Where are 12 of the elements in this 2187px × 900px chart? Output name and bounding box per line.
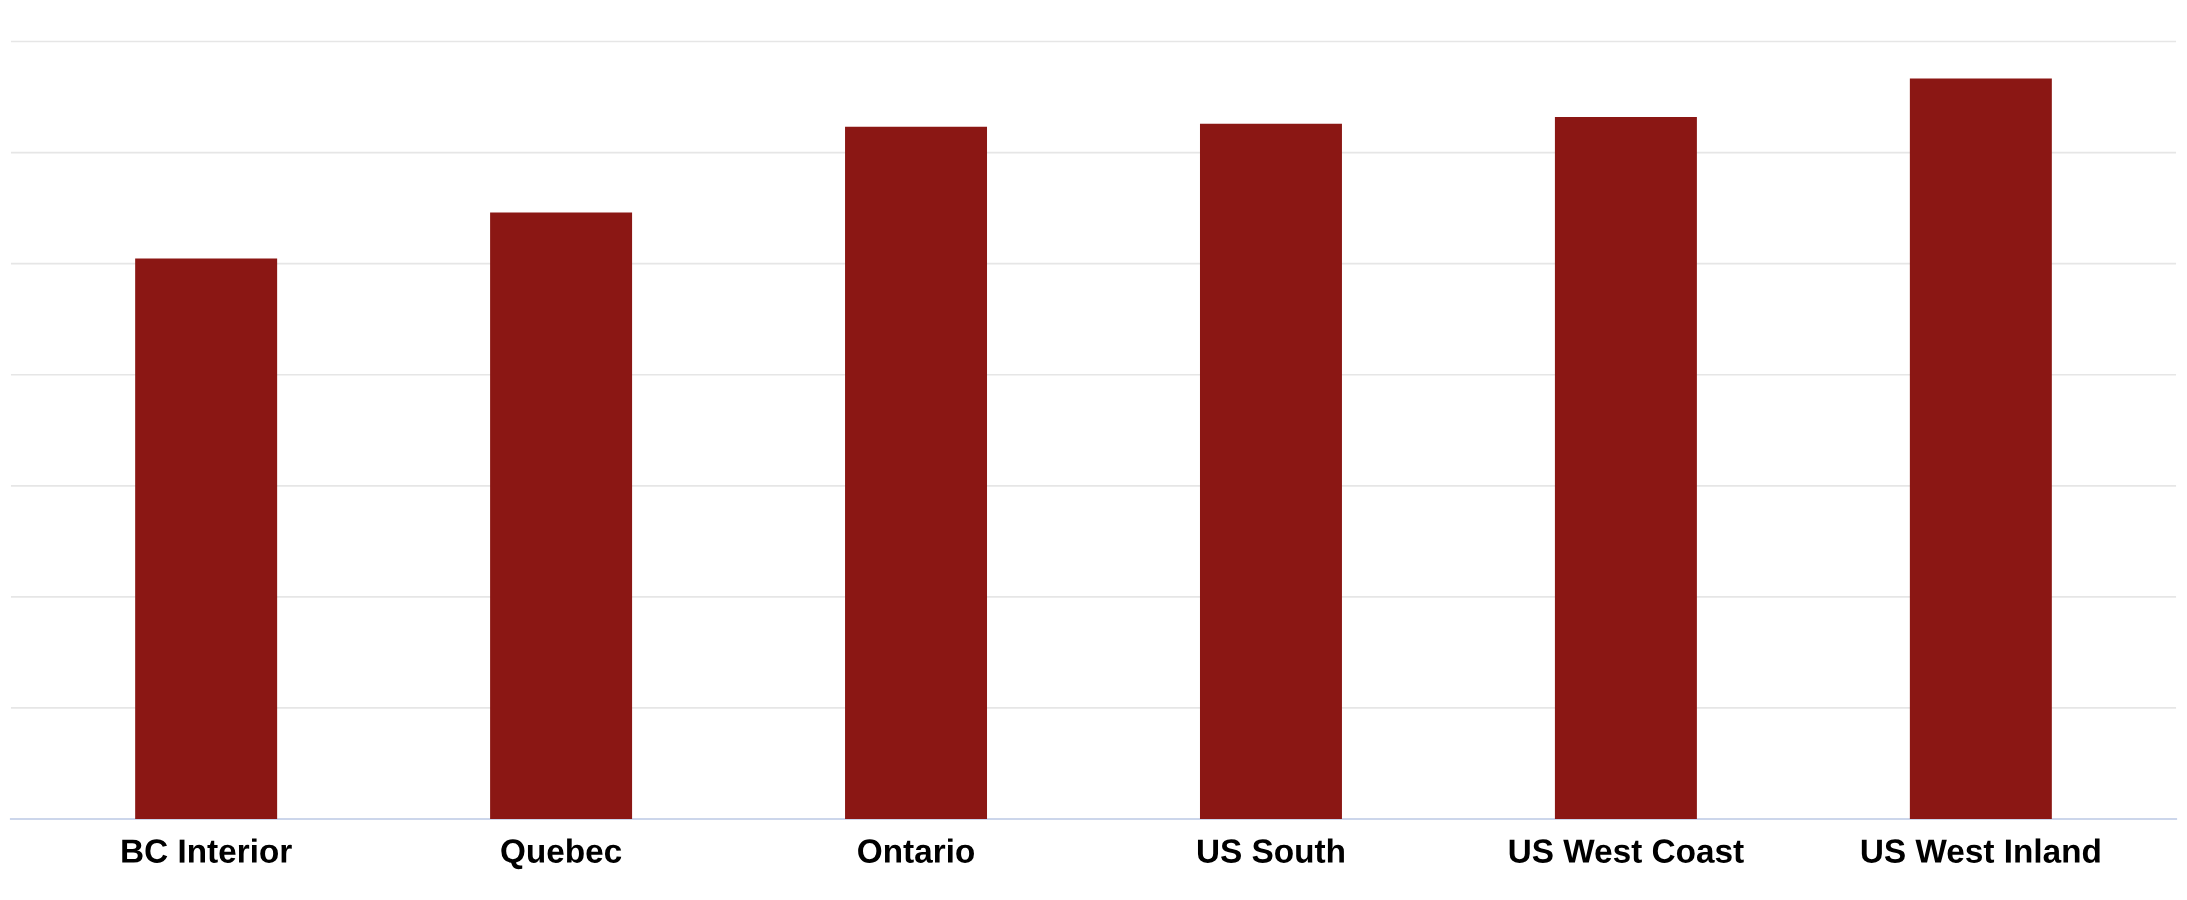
x-tick-label: US South bbox=[1197, 838, 1344, 863]
x-tick-label: BC Interior bbox=[122, 838, 292, 863]
bar bbox=[1199, 123, 1342, 819]
x-tick-label: Ontario bbox=[858, 838, 974, 863]
x-tick-label: US West Inland bbox=[1861, 838, 2100, 863]
bar bbox=[1909, 78, 2052, 819]
bar bbox=[845, 126, 988, 819]
x-tick-label: Quebec bbox=[501, 838, 622, 870]
x-tick-label: US West Coast bbox=[1509, 839, 1744, 863]
bar bbox=[490, 212, 633, 819]
bar bbox=[1554, 117, 1697, 819]
bar bbox=[135, 258, 278, 819]
